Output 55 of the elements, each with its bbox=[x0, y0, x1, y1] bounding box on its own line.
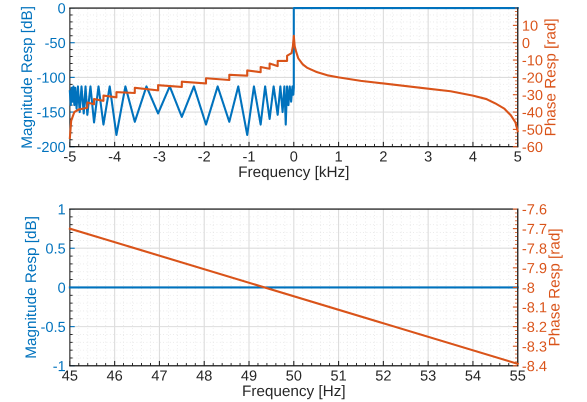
y2-axis-title: Phase Resp [rad] bbox=[544, 19, 559, 136]
x-tick-label: 53 bbox=[420, 370, 436, 381]
y2-tick-label: -7.8 bbox=[522, 243, 546, 254]
y2-tick-label: -7.7 bbox=[522, 224, 546, 234]
x-tick-label: -2 bbox=[198, 151, 210, 162]
y2-tick-label: -8.1 bbox=[522, 302, 546, 312]
y-tick-label: -150 bbox=[37, 107, 66, 118]
x-tick-label: 48 bbox=[196, 370, 212, 381]
x-tick-label: 50 bbox=[286, 370, 302, 381]
x-tick-label: 3 bbox=[424, 151, 432, 162]
y-tick-label: -100 bbox=[37, 72, 66, 83]
y2-tick-label: -10 bbox=[522, 55, 542, 66]
x-tick-label: 45 bbox=[62, 370, 78, 381]
y2-tick-label: 10 bbox=[523, 20, 538, 31]
y-axis-title: Magnitude Resp [dB] bbox=[20, 7, 36, 148]
x-tick-label: 49 bbox=[241, 370, 256, 381]
y2-tick-label: -20 bbox=[522, 72, 542, 83]
y2-tick-label: -7.6 bbox=[522, 204, 546, 214]
x-tick-label: -3 bbox=[154, 151, 166, 162]
x-tick-label: -5 bbox=[64, 151, 76, 162]
x-tick-label: 47 bbox=[152, 370, 167, 381]
y2-tick-label: -60 bbox=[522, 142, 542, 152]
y2-tick-label: -8.2 bbox=[522, 322, 546, 332]
y-tick-label: -200 bbox=[37, 142, 66, 152]
y-tick-label: 0 bbox=[58, 3, 66, 14]
x-tick-label: 55 bbox=[510, 370, 526, 381]
x-tick-label: 5 bbox=[514, 151, 522, 162]
y2-tick-label: -8 bbox=[522, 282, 534, 293]
x-tick-label: -1 bbox=[243, 151, 255, 162]
x-axis-title: Frequency [Hz] bbox=[243, 384, 344, 400]
y-axis-title: Magnitude Resp [dB] bbox=[24, 217, 40, 358]
y2-axis-title: Phase Resp [rad] bbox=[548, 229, 563, 346]
x-tick-label: 52 bbox=[376, 370, 391, 381]
y-tick-label: -50 bbox=[45, 38, 66, 48]
x-tick-label: 0 bbox=[290, 151, 298, 162]
y-tick-label: -1 bbox=[53, 361, 65, 372]
y2-tick-label: -7.9 bbox=[522, 262, 546, 274]
y-tick-label: 0 bbox=[58, 282, 66, 293]
y-tick-label: 1 bbox=[58, 204, 65, 214]
y2-tick-label: -50 bbox=[522, 124, 542, 135]
x-tick-label: 4 bbox=[469, 151, 477, 162]
x-tick-label: 54 bbox=[465, 370, 481, 381]
y-tick-label: -0.5 bbox=[41, 322, 66, 332]
y2-tick-label: -8.3 bbox=[522, 341, 546, 352]
x-tick-label: 2 bbox=[380, 151, 387, 162]
x-tick-label: -4 bbox=[108, 151, 121, 162]
x-tick-label: 1 bbox=[336, 151, 342, 162]
y2-tick-label: 0 bbox=[522, 38, 530, 48]
x-axis-title: Frequency [kHz] bbox=[239, 166, 348, 180]
x-tick-label: 51 bbox=[331, 370, 346, 381]
x-tick-label: 46 bbox=[106, 370, 122, 381]
y2-tick-label: -8.4 bbox=[522, 360, 547, 372]
y-tick-label: 0.5 bbox=[46, 243, 66, 254]
y2-tick-label: -30 bbox=[522, 90, 542, 100]
y2-tick-label: -40 bbox=[522, 107, 542, 118]
